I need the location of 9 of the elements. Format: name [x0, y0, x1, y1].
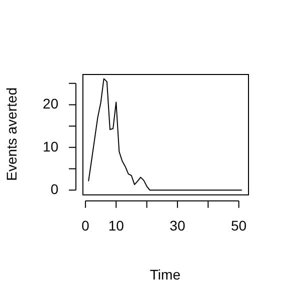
y-tick-label: 0: [50, 180, 59, 197]
x-tick-label: 50: [231, 218, 247, 234]
x-tick-label: 30: [170, 218, 186, 234]
y-tick-label: 20: [42, 96, 59, 112]
y-axis-title: Events averted: [3, 88, 20, 181]
x-tick-label: 0: [82, 218, 90, 234]
x-axis-title: Time: [150, 266, 181, 282]
x-tick-label: 10: [108, 218, 124, 234]
y-tick-label: 10: [42, 138, 59, 154]
